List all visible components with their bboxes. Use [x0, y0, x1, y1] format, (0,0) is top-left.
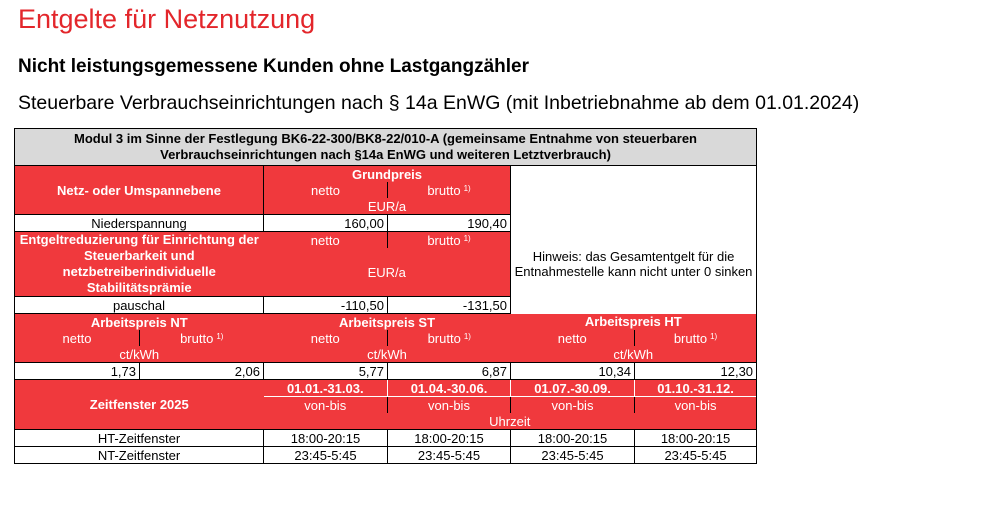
st-netto-value: 5,77 — [263, 362, 388, 380]
grundpreis-netto-label: netto — [263, 182, 388, 198]
reduzierung-spacer-2 — [264, 280, 511, 297]
st-netto-label: netto — [263, 330, 388, 346]
von-bis-q4: von-bis — [634, 396, 758, 413]
st-unit: ct/kWh — [367, 346, 407, 362]
von-bis-q3: von-bis — [510, 396, 635, 413]
reduzierung-netto-value: -110,50 — [263, 296, 388, 314]
st-brutto-value: 6,87 — [387, 362, 511, 380]
ht-zeitfenster-q3: 18:00-20:15 — [510, 429, 635, 447]
arbeitspreis-nt-header: Arbeitspreis NT — [14, 313, 264, 330]
ht-netto-label: netto — [510, 330, 635, 346]
nt-zeitfenster-q2: 23:45-5:45 — [387, 446, 511, 464]
von-bis-q1: von-bis — [263, 396, 388, 413]
nt-zeitfenster-label: NT-Zeitfenster — [14, 446, 264, 464]
reduzierung-unit: EUR/a — [367, 264, 406, 280]
period-q4: 01.10.-31.12. — [634, 379, 758, 397]
section-subtitle: Nicht leistungsgemessene Kunden ohne Las… — [18, 56, 529, 77]
ht-zeitfenster-q4: 18:00-20:15 — [633, 429, 758, 447]
tariff-table: Modul 3 im Sinne der Festlegung BK6-22-3… — [13, 128, 758, 464]
nt-brutto-label: brutto 1) — [180, 330, 224, 346]
hint-text: Hinweis: das Gesamtentgelt für die Entna… — [509, 214, 758, 314]
st-brutto-label: brutto 1) — [427, 330, 471, 346]
nt-zeitfenster-q1: 23:45-5:45 — [263, 446, 388, 464]
ht-brutto-label: brutto 1) — [634, 330, 758, 346]
nt-netto-label: netto — [14, 330, 140, 346]
reduzierung-spacer-1 — [264, 248, 511, 264]
niederspannung-label: Niederspannung — [14, 214, 264, 232]
nt-zeitfenster-q3: 23:45-5:45 — [510, 446, 635, 464]
ht-zeitfenster-label: HT-Zeitfenster — [14, 429, 264, 447]
nt-unit: ct/kWh — [14, 346, 264, 363]
grundpreis-unit: EUR/a — [367, 198, 407, 214]
row-label-netzebene: Netz- oder Umspannebene — [14, 165, 264, 215]
uhrzeit-label: Uhrzeit — [263, 413, 758, 430]
grundpreis-empty-cell — [509, 165, 758, 215]
reduzierung-brutto-label: brutto 1) — [427, 232, 471, 248]
page-title: Entgelte für Netznutzung — [18, 4, 316, 34]
module-header: Modul 3 im Sinne der Festlegung BK6-22-3… — [13, 128, 758, 166]
ht-netto-value: 10,34 — [510, 362, 635, 380]
ht-zeitfenster-q1: 18:00-20:15 — [263, 429, 388, 447]
period-q2: 01.04.-30.06. — [387, 379, 511, 397]
nt-brutto-value: 2,06 — [139, 362, 264, 380]
section-description: Steuerbare Verbrauchseinrichtungen nach … — [18, 92, 860, 114]
zeitfenster-label: Zeitfenster 2025 — [14, 379, 264, 430]
nt-netto-value: 1,73 — [14, 362, 140, 380]
von-bis-q2: von-bis — [387, 396, 511, 413]
grundpreis-brutto-label: brutto 1) — [427, 182, 471, 198]
grundpreis-brutto-value: 190,40 — [387, 214, 511, 232]
grundpreis-netto-value: 160,00 — [263, 214, 388, 232]
reduzierung-netto-label: netto — [263, 231, 388, 248]
row-label-reduzierung: Entgeltreduzierung für Einrichtung der S… — [14, 231, 264, 297]
ht-zeitfenster-q2: 18:00-20:15 — [387, 429, 511, 447]
pauschal-label: pauschal — [14, 296, 264, 314]
grundpreis-header: Grundpreis — [351, 166, 423, 182]
nt-zeitfenster-q4: 23:45-5:45 — [633, 446, 758, 464]
reduzierung-brutto-value: -131,50 — [387, 296, 511, 314]
ht-brutto-value: 12,30 — [633, 362, 758, 380]
arbeitspreis-st-header: Arbeitspreis ST — [338, 314, 436, 330]
period-q3: 01.07.-30.09. — [510, 379, 635, 397]
period-q1: 01.01.-31.03. — [263, 379, 388, 397]
ht-unit: ct/kWh — [510, 346, 758, 363]
arbeitspreis-ht-header: Arbeitspreis HT — [510, 313, 758, 330]
